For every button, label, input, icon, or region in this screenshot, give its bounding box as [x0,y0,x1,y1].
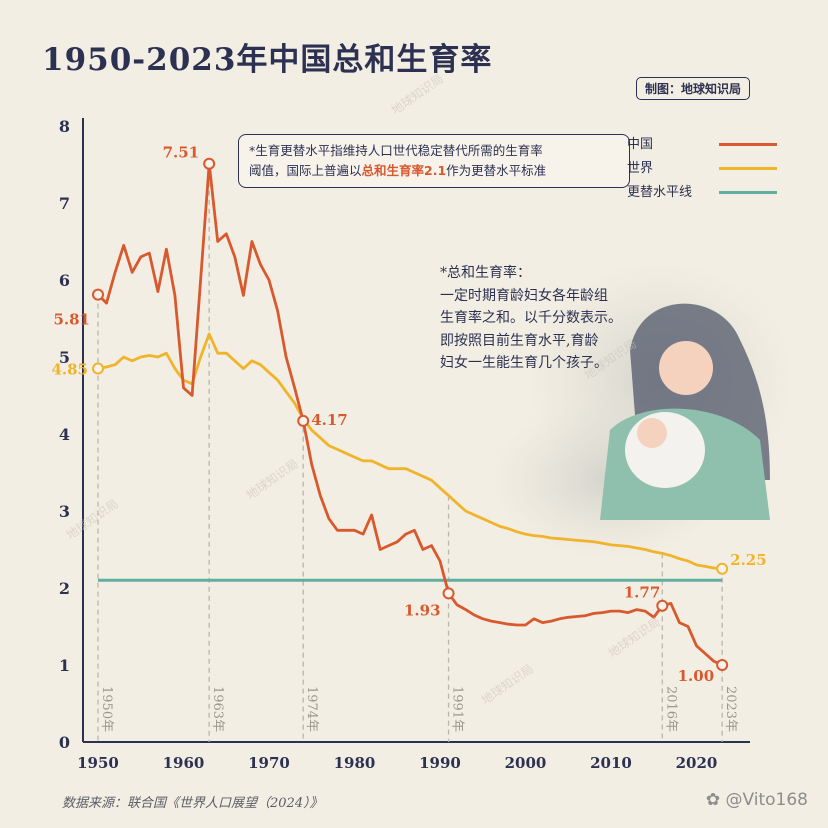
china-series-line [97,162,723,667]
watermark-text: 地球知识局 [244,457,301,503]
point-value-label: 7.51 [163,144,200,162]
point-value-label: 1.77 [624,584,661,602]
replacement-note-line1: *生育更替水平指维持人口世代稳定替代所需的生育率 [249,143,543,158]
x-tick-label: 1950 [77,754,119,772]
point-value-label: 1.00 [678,667,715,685]
data-source: 数据来源：联合国《世界人口展望（2024）》 [62,796,323,811]
y-tick-label: 3 [59,502,70,521]
watermark-text: 地球知识局 [64,497,121,543]
point-value-label: 4.85 [51,361,88,379]
x-tick-label: 1960 [163,754,205,772]
point-value-label: 1.93 [404,601,441,619]
x-tick-label: 1980 [334,754,376,772]
point-value-label: 5.81 [53,311,90,329]
x-tick-label: 1990 [419,754,461,772]
y-tick-label: 8 [59,117,70,136]
social-handle-text: @Vito168 [725,790,809,810]
point-value-label: 4.17 [311,411,348,429]
tfr-definition: *总和生育率： 一定时期育龄妇女各年龄组 生育率之和。以千分数表示。 即按照目前… [440,262,650,375]
legend-label-world: 世界 [627,161,654,176]
year-marker-label: 1974年 [304,686,319,732]
legend-swatch-replacement [719,191,777,194]
watermark-text: 地球知识局 [479,662,536,708]
annotated-point [92,288,104,301]
watermark-text: 地球知识局 [606,615,663,661]
tfr-definition-line: 即按照目前生育水平,育龄 [440,332,599,349]
baby-wrap-shape [625,412,705,488]
legend-item-world: 世界 [627,157,777,181]
legend-item-replacement: 更替水平线 [627,181,777,205]
point-value-label: 2.25 [730,551,767,569]
y-tick-label: 2 [59,579,70,598]
replacement-note-post: 作为更替水平标准 [446,163,547,178]
x-tick-label: 2010 [590,754,632,772]
face-shape [659,341,713,395]
annotated-point [203,157,216,170]
x-tick-label: 1970 [248,754,290,772]
world-series-line [97,332,723,571]
year-marker-label: 2023年 [723,686,738,732]
legend-swatch-china [719,143,777,146]
replacement-note-pre: 阈值，国际上普遍以 [249,163,362,178]
y-tick-label: 1 [59,656,70,675]
replacement-note-line2: 阈值，国际上普遍以总和生育率2.1作为更替水平标准 [249,161,619,181]
year-marker-label: 1991年 [450,686,465,732]
y-tick-label: 5 [59,348,70,367]
tfr-definition-line: *总和生育率： [440,265,531,281]
x-tick-label: 2020 [676,754,718,772]
tfr-definition-line: 妇女一生能生育几个孩子。 [440,355,608,371]
annotated-point [92,362,104,375]
replacement-note: *生育更替水平指维持人口世代稳定替代所需的生育率 阈值，国际上普遍以总和生育率2… [238,134,630,188]
replacement-note-highlight: 总和生育率2.1 [361,163,447,178]
annotated-point [656,599,669,612]
tfr-definition-line: 一定时期育龄妇女各年龄组 [440,287,608,304]
annotated-point [297,414,310,427]
legend-label-replacement: 更替水平线 [627,185,693,200]
annotated-point [716,562,729,575]
year-marker-label: 1963年 [210,686,225,732]
baby-face-shape [637,418,667,448]
credit-badge: 制图：地球知识局 [635,77,750,100]
legend: 中国 世界 更替水平线 [627,133,777,205]
mother-baby-illustration [490,260,795,560]
y-tick-label: 0 [59,733,70,752]
y-tick-label: 4 [59,425,70,444]
page-title: 1950-2023年中国总和生育率 [42,42,493,78]
year-marker-label: 1950年 [99,686,114,732]
legend-swatch-world [719,167,777,170]
watermark-text: 地球知识局 [389,72,446,118]
x-tick-label: 2000 [505,754,547,772]
legend-item-china: 中国 [627,133,777,157]
y-tick-label: 7 [59,194,70,213]
annotated-point [716,659,729,671]
year-marker-label: 2016年 [663,686,678,732]
social-handle: ✿ @Vito168 [705,790,809,810]
tfr-definition-line: 生育率之和。以千分数表示。 [440,310,622,326]
annotated-point [442,587,455,600]
legend-label-china: 中国 [627,137,654,152]
y-tick-label: 6 [59,271,70,290]
